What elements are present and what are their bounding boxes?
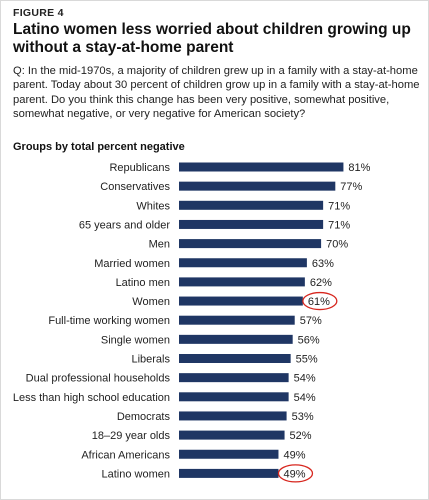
value-label: 57% <box>300 315 322 327</box>
bar <box>179 162 344 172</box>
value-label: 52% <box>290 430 312 442</box>
bar <box>179 296 303 306</box>
bar <box>179 181 336 191</box>
value-label: 62% <box>310 277 332 289</box>
value-label: 63% <box>312 258 334 270</box>
value-label: 55% <box>296 354 318 366</box>
survey-question: Q: In the mid-1970s, a majority of child… <box>13 65 420 121</box>
chart-title: Latino women less worried about children… <box>13 21 411 56</box>
category-label: Men <box>149 239 170 251</box>
bar <box>179 468 279 478</box>
category-label: Women <box>132 296 170 308</box>
category-label: African Americans <box>81 449 170 461</box>
category-label: Liberals <box>131 354 170 366</box>
figure-label: FIGURE 4 <box>13 7 64 19</box>
highlight-circle <box>302 291 338 311</box>
bar <box>179 239 322 249</box>
category-label: Democrats <box>117 411 171 423</box>
bar <box>179 430 285 440</box>
category-label: Single women <box>101 334 170 346</box>
value-label: 71% <box>328 200 350 212</box>
category-label: Conservatives <box>100 181 170 193</box>
bar <box>179 315 295 325</box>
value-label: 81% <box>348 162 370 174</box>
value-label: 54% <box>294 392 316 404</box>
category-label: Latino men <box>116 277 170 289</box>
value-label: 77% <box>340 181 362 193</box>
value-label: 61% <box>308 296 330 308</box>
bar <box>179 219 324 229</box>
category-label: Whites <box>136 200 170 212</box>
value-label: 53% <box>292 411 314 423</box>
value-label: 70% <box>326 239 348 251</box>
bar <box>179 200 324 210</box>
category-label: Married women <box>94 258 170 270</box>
bar <box>179 373 289 383</box>
category-label: Dual professional households <box>26 373 171 385</box>
bar <box>179 411 287 421</box>
category-label: 18–29 year olds <box>92 430 171 442</box>
category-label: 65 years and older <box>79 219 170 231</box>
bar <box>179 277 305 287</box>
bar <box>179 334 293 344</box>
highlight-circle <box>277 464 314 483</box>
bar <box>179 449 279 459</box>
value-label: 56% <box>298 334 320 346</box>
value-label: 49% <box>283 468 305 480</box>
category-label: Full-time working women <box>48 315 170 327</box>
category-label: Less than high school education <box>13 392 170 404</box>
bar <box>179 354 291 363</box>
bar <box>179 258 307 268</box>
bar <box>179 392 289 402</box>
chart-subtitle: Groups by total percent negative <box>13 141 185 153</box>
value-label: 49% <box>283 449 305 461</box>
bar-chart: Republicans 81% Conservatives 77% Whites 71% 6… <box>13 162 371 483</box>
value-label: 71% <box>328 219 350 231</box>
value-label: 54% <box>294 373 316 385</box>
category-label: Republicans <box>109 162 170 174</box>
category-label: Latino women <box>102 468 171 480</box>
